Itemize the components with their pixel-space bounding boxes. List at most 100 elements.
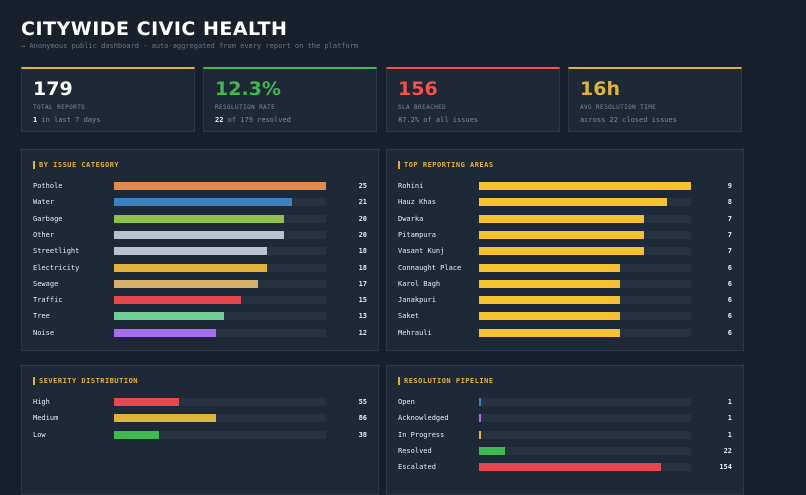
bar-fill (479, 230, 644, 239)
bar-track (114, 198, 326, 207)
bar-label: In Progress (398, 430, 445, 439)
bar-value: 22 (723, 446, 732, 455)
bar-track (114, 230, 326, 239)
bar-row: Pitampura 7 (387, 230, 743, 240)
bar-row: Garbage 20 (22, 214, 378, 224)
bar-track (114, 214, 326, 223)
stat-sub: across 22 closed issues (580, 116, 677, 124)
bar-fill (114, 414, 216, 423)
bar-row: Hauz Khas 8 (387, 197, 743, 207)
bar-track (114, 263, 326, 272)
bar-value: 6 (727, 296, 732, 305)
bar-value: 15 (358, 296, 367, 305)
bar-track (114, 247, 326, 256)
bar-value: 7 (727, 247, 732, 256)
bar-fill (479, 430, 481, 439)
stat-sub-text: of 179 resolved (223, 116, 291, 124)
stat-value: 179 (33, 78, 73, 100)
bar-track (114, 328, 326, 337)
bar-value: 25 (358, 182, 367, 190)
bar-fill (114, 296, 241, 305)
bar-label: Tree (33, 312, 50, 321)
bar-row: In Progress 1 (387, 430, 743, 440)
bar-fill (114, 230, 284, 239)
bar-value: 6 (727, 312, 732, 321)
bar-label: Karol Bagh (398, 279, 441, 288)
bar-row: Low 38 (22, 430, 378, 440)
stat-sub-bold: 1 (33, 116, 38, 124)
page-subtitle: → Anonymous public dashboard · auto-aggr… (21, 42, 359, 50)
bar-row: Sewage 17 (22, 279, 378, 289)
bar-row: Karol Bagh 6 (387, 279, 743, 289)
bar-track (479, 247, 691, 256)
bar-row: Noise 12 (22, 328, 378, 338)
stat-value: 12.3% (215, 78, 281, 100)
bar-value: 7 (727, 230, 732, 239)
bar-value: 21 (358, 198, 367, 207)
bar-label: Open (398, 398, 415, 406)
stat-sub: 1 in last 7 days (33, 116, 100, 124)
bar-fill (114, 182, 326, 190)
bar-row: Connaught Place 6 (387, 263, 743, 273)
bar-fill (479, 328, 620, 337)
bar-label: Medium (33, 414, 59, 423)
bar-fill (114, 214, 284, 223)
bar-fill (479, 446, 505, 455)
bar-label: Hauz Khas (398, 198, 436, 207)
bar-value: 9 (727, 182, 732, 190)
bar-fill (114, 198, 292, 207)
bar-track (114, 430, 326, 439)
bar-track (479, 182, 691, 190)
bar-fill (479, 398, 481, 406)
bar-label: Noise (33, 328, 55, 337)
bar-row: Dwarka 7 (387, 214, 743, 224)
bar-track (479, 398, 691, 406)
bar-track (479, 312, 691, 321)
bar-label: Escalated (398, 463, 436, 472)
bar-row: Medium 86 (22, 413, 378, 423)
bar-value: 1 (727, 398, 732, 406)
page-title: CITYWIDE CIVIC HEALTH (21, 18, 288, 40)
bar-row: Vasant Kunj 7 (387, 246, 743, 256)
stat-card-resolution-rate: 12.3% RESOLUTION RATE 22 of 179 resolved (203, 67, 377, 132)
stat-sub-bold: 22 (215, 116, 224, 124)
bar-label: Low (33, 430, 46, 439)
stat-card-total-reports: 179 TOTAL REPORTS 1 in last 7 days (21, 67, 195, 132)
bar-fill (479, 182, 691, 190)
bar-fill (479, 247, 644, 256)
stat-sub-text: 87.2% of all issues (398, 116, 479, 124)
bar-track (479, 296, 691, 305)
bar-label: Acknowledged (398, 414, 449, 423)
bar-label: Rohini (398, 182, 424, 190)
bar-label: Garbage (33, 214, 63, 223)
bar-row: Open 1 (387, 397, 743, 407)
bar-track (479, 328, 691, 337)
bar-label: High (33, 398, 50, 406)
stat-value: 16h (580, 78, 620, 100)
bar-track (479, 263, 691, 272)
stat-value: 156 (398, 78, 438, 100)
bar-track (479, 446, 691, 455)
stat-card-sla-breached: 156 SLA BREACHED 87.2% of all issues (386, 67, 560, 132)
bar-row: Rohini 9 (387, 181, 743, 191)
category-panel: BY ISSUE CATEGORY Pothole 25 Water 21 Garbag… (21, 149, 379, 351)
bar-row: Acknowledged 1 (387, 413, 743, 423)
bar-row: Saket 6 (387, 311, 743, 321)
bar-track (479, 463, 691, 472)
bar-label: Water (33, 198, 55, 207)
bar-fill (479, 312, 620, 321)
bar-fill (114, 279, 258, 288)
bar-row: Janakpuri 6 (387, 295, 743, 305)
bar-value: 20 (358, 230, 367, 239)
bar-track (479, 230, 691, 239)
stat-label: RESOLUTION RATE (215, 104, 276, 111)
pipeline-panel: RESOLUTION PIPELINE Open 1 Acknowledged 1 In… (386, 365, 744, 495)
bar-label: Resolved (398, 446, 432, 455)
bar-track (479, 414, 691, 423)
bar-label: Sewage (33, 279, 59, 288)
panel-title: SEVERITY DISTRIBUTION (33, 377, 138, 385)
bar-value: 1 (727, 414, 732, 423)
bar-row: Streetlight 18 (22, 246, 378, 256)
bar-value: 1 (727, 430, 732, 439)
bar-track (114, 414, 326, 423)
